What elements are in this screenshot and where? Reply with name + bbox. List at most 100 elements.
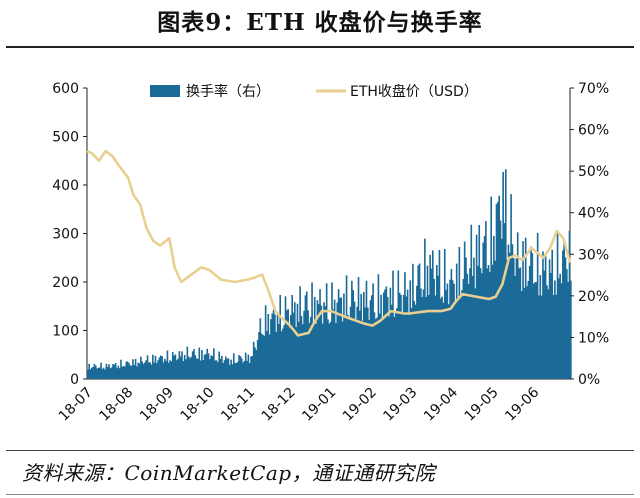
chart-legend: 换手率（右） ETH收盘价（USD） xyxy=(150,83,478,100)
legend-label-price: ETH收盘价（USD） xyxy=(350,83,478,100)
turnover-bar xyxy=(299,286,301,379)
turnover-bar xyxy=(360,293,362,379)
turnover-bar xyxy=(563,239,565,379)
turnover-bar xyxy=(179,356,182,379)
turnover-bar xyxy=(359,310,361,379)
turnover-bar xyxy=(389,287,392,379)
turnover-bar xyxy=(161,356,163,379)
turnover-bar xyxy=(552,294,555,379)
turnover-bar xyxy=(394,312,397,379)
turnover-bar xyxy=(402,294,405,379)
turnover-bar xyxy=(170,361,173,379)
turnover-bar xyxy=(234,362,236,379)
turnover-bar xyxy=(462,278,465,379)
turnover-bar xyxy=(425,296,427,379)
turnover-bar xyxy=(560,283,563,379)
turnover-bar xyxy=(420,288,422,379)
turnover-bar xyxy=(382,292,385,379)
turnover-bar xyxy=(433,278,435,379)
turnover-bar xyxy=(100,362,102,379)
turnover-bar xyxy=(466,273,469,379)
turnover-bar xyxy=(294,302,296,379)
turnover-bar xyxy=(158,357,161,379)
turnover-bar xyxy=(312,322,315,379)
turnover-bar xyxy=(564,257,567,379)
turnover-bar xyxy=(282,328,284,379)
turnover-bar xyxy=(199,360,202,379)
left-tick-label: 300 xyxy=(52,227,79,243)
turnover-bar xyxy=(268,334,271,379)
turnover-bar xyxy=(570,280,572,379)
turnover-bar xyxy=(214,360,217,379)
footer-divider xyxy=(6,494,634,495)
turnover-bar xyxy=(559,273,562,379)
turnover-bar xyxy=(125,361,128,379)
turnover-bar xyxy=(390,304,393,379)
turnover-bar xyxy=(405,296,408,379)
turnover-bar xyxy=(398,292,401,379)
turnover-bar xyxy=(333,299,336,379)
turnover-bar xyxy=(250,356,252,379)
turnover-bar xyxy=(522,241,524,379)
turnover-bar xyxy=(499,220,502,379)
turnover-bar xyxy=(320,305,323,379)
turnover-bar xyxy=(530,246,532,379)
turnover-bar xyxy=(260,333,263,379)
turnover-bar xyxy=(133,365,136,379)
turnover-bar xyxy=(219,358,222,379)
turnover-bar xyxy=(195,358,198,379)
turnover-bar xyxy=(422,289,425,379)
turnover-bar xyxy=(414,304,417,379)
turnover-bar xyxy=(478,224,481,379)
turnover-bar xyxy=(89,369,92,379)
turnover-bar xyxy=(544,255,547,379)
turnover-bar xyxy=(528,265,531,379)
turnover-bar xyxy=(412,263,414,379)
turnover-bar xyxy=(92,366,94,379)
turnover-bar xyxy=(384,289,386,379)
left-tick-label: 200 xyxy=(52,275,79,291)
turnover-bar xyxy=(388,316,390,379)
turnover-bar xyxy=(191,351,194,379)
turnover-bar xyxy=(443,249,446,379)
turnover-bar xyxy=(329,321,332,379)
turnover-bar xyxy=(121,366,124,379)
turnover-bar xyxy=(185,359,187,379)
turnover-bar xyxy=(201,350,203,379)
turnover-bar xyxy=(421,297,424,379)
turnover-bar xyxy=(469,268,471,379)
turnover-bar xyxy=(418,263,421,379)
turnover-bar xyxy=(514,275,516,379)
turnover-bar xyxy=(430,268,433,379)
turnover-bar xyxy=(364,307,366,379)
right-tick-label: 60% xyxy=(578,123,609,139)
turnover-bar xyxy=(235,363,238,379)
turnover-bar xyxy=(264,305,267,379)
left-tick-label: 0 xyxy=(70,372,79,388)
turnover-bar xyxy=(352,290,355,379)
turnover-bar xyxy=(203,354,206,379)
turnover-bar xyxy=(445,290,447,379)
turnover-bar xyxy=(308,322,311,379)
turnover-bar xyxy=(305,291,308,379)
turnover-bar xyxy=(361,320,364,379)
turnover-bar xyxy=(280,331,283,379)
turnover-bar xyxy=(262,334,264,379)
turnover-bar xyxy=(247,354,250,379)
turnover-bar xyxy=(134,359,137,379)
turnover-bar xyxy=(140,356,142,379)
turnover-bar xyxy=(515,258,518,379)
turnover-bar xyxy=(211,356,214,379)
turnover-bar xyxy=(288,327,291,379)
turnover-bar xyxy=(534,282,536,379)
turnover-bar xyxy=(471,275,474,379)
turnover-bar xyxy=(141,361,144,379)
x-tick-label: 18-11 xyxy=(218,385,258,425)
turnover-bar xyxy=(335,323,337,379)
turnover-bar xyxy=(96,368,98,379)
turnover-bar xyxy=(254,347,256,379)
turnover-bar xyxy=(463,241,466,379)
x-tick-label: 18-08 xyxy=(96,385,136,425)
turnover-bar xyxy=(213,348,215,379)
turnover-bar xyxy=(154,355,157,379)
